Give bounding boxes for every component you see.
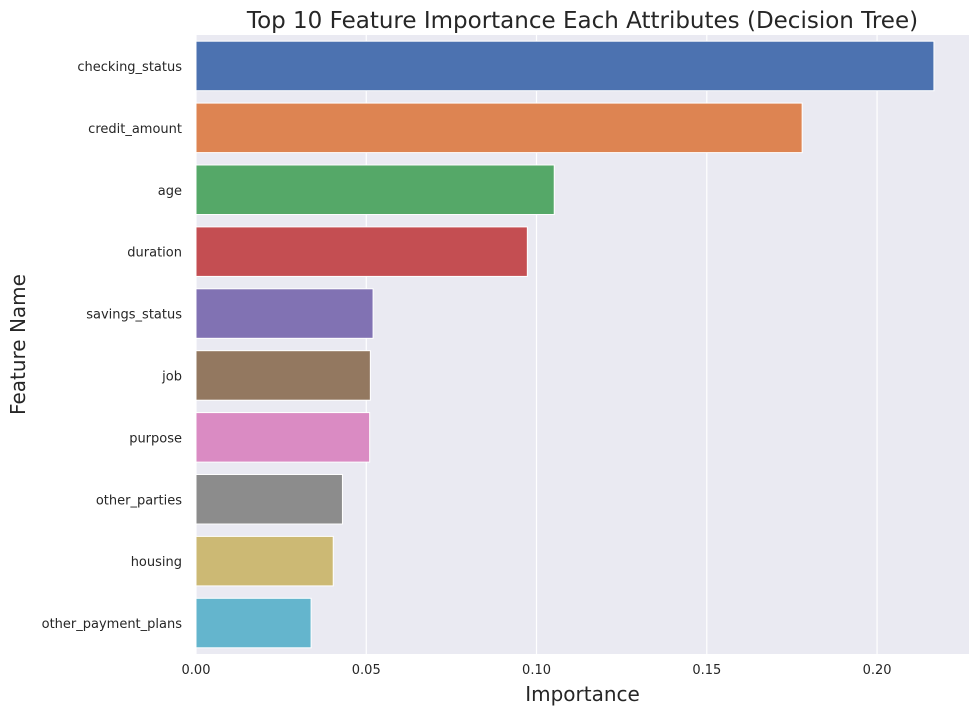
y-tick-label: savings_status <box>86 308 182 323</box>
bar-savings-status <box>195 288 374 339</box>
y-tick-label: credit_amount <box>88 122 182 137</box>
chart-title: Top 10 Feature Importance Each Attribute… <box>246 8 918 34</box>
bar-purpose <box>195 412 371 463</box>
bar-job <box>195 350 371 401</box>
bar-housing <box>195 535 334 587</box>
y-tick-label: purpose <box>129 431 182 446</box>
bar-checking-status <box>195 40 935 92</box>
y-tick-label: job <box>161 369 182 384</box>
x-tick-label: 0.05 <box>352 663 381 678</box>
y-tick-label: housing <box>131 555 182 570</box>
y-axis-title: Feature Name <box>6 274 30 415</box>
y-tick-label: other_parties <box>96 493 182 508</box>
x-tick-label: 0.00 <box>182 663 211 678</box>
x-axis-title: Importance <box>525 682 640 706</box>
y-tick-label: age <box>158 184 182 199</box>
bar-duration <box>195 226 528 277</box>
bar-other-parties <box>195 473 343 525</box>
bars <box>195 40 935 649</box>
y-tick-label: checking_status <box>77 60 182 75</box>
y-tick-label: other_payment_plans <box>42 617 183 632</box>
y-tick-label: duration <box>127 246 182 261</box>
x-tick-label: 0.10 <box>522 663 551 678</box>
x-tick-label: 0.20 <box>863 663 892 678</box>
x-tick-labels: 0.00 0.05 0.10 0.15 0.20 <box>182 663 892 678</box>
bar-age <box>195 164 555 216</box>
bar-other-payment-plans <box>195 597 312 649</box>
x-tick-label: 0.15 <box>692 663 721 678</box>
bar-credit-amount <box>195 102 803 154</box>
